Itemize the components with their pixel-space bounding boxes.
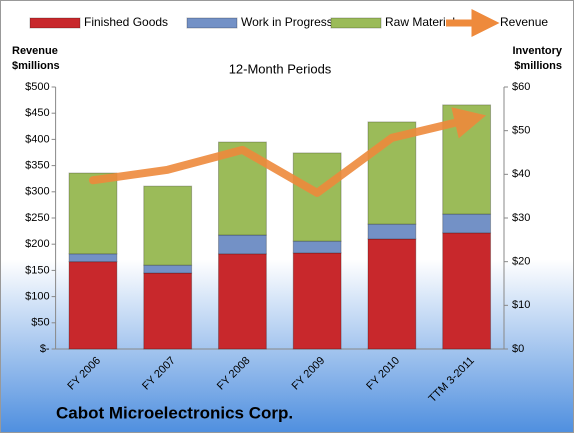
y-tick-label: $450 bbox=[25, 107, 49, 119]
line bbox=[88, 107, 487, 197]
y2-tick-label: $20 bbox=[512, 256, 530, 268]
y-axis-label: Revenue bbox=[12, 45, 58, 57]
bar-segment bbox=[143, 185, 193, 266]
bar-segment bbox=[218, 253, 267, 350]
bar-segment bbox=[442, 213, 492, 234]
legend-label: Work in Progress bbox=[241, 15, 333, 29]
y-tick-label: $300 bbox=[25, 186, 49, 198]
y-tick-label: $100 bbox=[25, 291, 49, 303]
bar-segment bbox=[292, 152, 342, 242]
bar-segment bbox=[442, 232, 492, 350]
y-tick-label: $150 bbox=[25, 264, 49, 276]
bar-segment bbox=[367, 223, 417, 240]
legend-swatch bbox=[186, 17, 238, 29]
y-tick-label: $350 bbox=[25, 160, 49, 172]
bar-segment bbox=[68, 253, 118, 263]
y-tick-label: $250 bbox=[25, 212, 49, 224]
y2-tick-label: $50 bbox=[512, 125, 530, 137]
y2-tick-label: $60 bbox=[512, 81, 530, 93]
bar-segment bbox=[143, 264, 193, 274]
y-tick-label: $200 bbox=[25, 238, 49, 250]
y-axis-label: $millions bbox=[12, 60, 60, 72]
bar-segment bbox=[68, 172, 118, 255]
chart-title: Cabot Microelectronics Corp. bbox=[56, 403, 293, 422]
y2-tick-label: $0 bbox=[512, 343, 524, 355]
y-tick-label: $50 bbox=[31, 317, 49, 329]
bar-segment bbox=[292, 240, 342, 254]
legend-label: Revenue bbox=[500, 15, 548, 29]
y2-tick-label: $40 bbox=[512, 168, 530, 180]
y2-tick-label: $10 bbox=[512, 299, 530, 311]
bar-segment bbox=[292, 252, 342, 350]
legend-label: Raw Materials bbox=[385, 15, 461, 29]
bar-segment bbox=[367, 238, 417, 350]
bar-segment bbox=[68, 261, 118, 350]
legend-swatch bbox=[330, 17, 382, 29]
legend-swatch bbox=[29, 17, 81, 29]
y-tick-label: $- bbox=[40, 343, 50, 355]
bar-segment bbox=[143, 272, 193, 350]
y-tick-label: $400 bbox=[25, 133, 49, 145]
y2-axis-label: $millions bbox=[514, 60, 562, 72]
y-tick-label: $500 bbox=[25, 81, 49, 93]
chart-subtitle: 12-Month Periods bbox=[229, 61, 332, 76]
y2-axis-label: Inventory bbox=[512, 45, 562, 57]
y2-tick-label: $30 bbox=[512, 212, 530, 224]
legend-label: Finished Goods bbox=[84, 15, 168, 29]
bar-segment bbox=[218, 234, 267, 255]
